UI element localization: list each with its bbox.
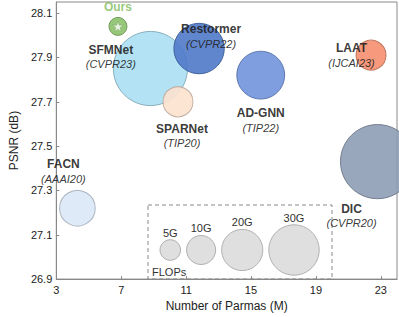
svg-text:7: 7	[118, 284, 124, 296]
svg-text:LAAT: LAAT	[336, 41, 368, 55]
svg-text:(IJCAI23): (IJCAI23)	[328, 57, 375, 69]
svg-text:10G: 10G	[191, 222, 212, 234]
svg-text:(AAAI20): (AAAI20)	[41, 173, 86, 185]
svg-text:Restormer: Restormer	[181, 22, 241, 36]
svg-text:19: 19	[310, 284, 322, 296]
svg-text:27.9: 27.9	[31, 51, 52, 63]
svg-text:SPARNet: SPARNet	[156, 122, 208, 136]
svg-text:20G: 20G	[232, 216, 253, 228]
svg-text:(CVPR22): (CVPR22)	[186, 38, 236, 50]
svg-text:FACN: FACN	[47, 157, 80, 171]
svg-text:26.9: 26.9	[31, 273, 52, 285]
svg-text:(CVPR23): (CVPR23)	[86, 58, 136, 70]
svg-text:5G: 5G	[163, 227, 178, 239]
svg-text:28.1: 28.1	[31, 7, 52, 19]
svg-text:30G: 30G	[284, 212, 305, 224]
svg-text:3: 3	[53, 284, 59, 296]
svg-text:11: 11	[180, 284, 191, 296]
svg-text:AD-GNN: AD-GNN	[237, 106, 285, 120]
svg-text:(TIP20): (TIP20)	[164, 137, 201, 149]
svg-text:Ours: Ours	[104, 0, 132, 14]
svg-text:DIC: DIC	[341, 202, 362, 216]
svg-text:PSNR (dB): PSNR (dB)	[7, 111, 21, 170]
svg-text:FLOPs: FLOPs	[152, 266, 187, 278]
svg-text:27.5: 27.5	[31, 140, 52, 152]
svg-text:15: 15	[245, 284, 257, 296]
svg-text:SFMNet: SFMNet	[88, 43, 133, 57]
svg-text:Number of Parmas (M): Number of Parmas (M)	[166, 299, 288, 313]
svg-text:(TIP22): (TIP22)	[242, 122, 279, 134]
svg-text:27.1: 27.1	[31, 229, 52, 241]
svg-text:23: 23	[375, 284, 387, 296]
svg-text:(CVPR20): (CVPR20)	[326, 217, 376, 229]
svg-text:27.7: 27.7	[31, 96, 52, 108]
svg-text:27.3: 27.3	[31, 184, 52, 196]
